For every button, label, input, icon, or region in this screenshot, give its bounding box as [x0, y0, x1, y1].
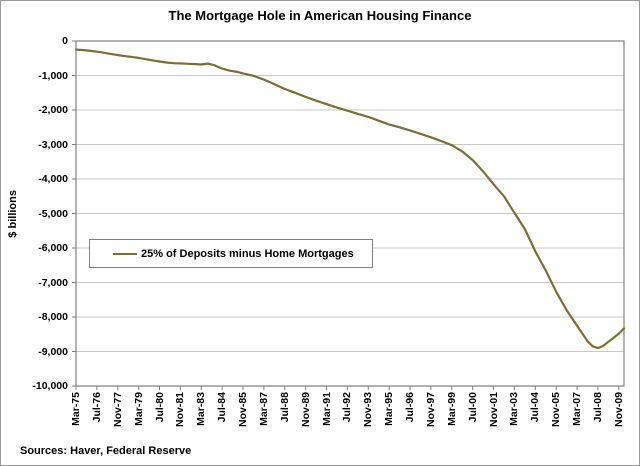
x-tick-label: Jul-04: [529, 392, 542, 423]
x-tick-label: Mar-07: [571, 392, 584, 426]
x-tick-label: Mar-75: [70, 392, 82, 426]
y-tick-label: -10,000: [32, 380, 68, 392]
x-tick-label: Nov-05: [550, 392, 563, 428]
sources-note: Sources: Haver, Federal Reserve: [20, 445, 192, 457]
x-tick-label: Nov-01: [487, 392, 500, 428]
y-tick-label: -7,000: [38, 276, 68, 289]
y-tick-label: -5,000: [38, 207, 68, 220]
y-tick-label: -8,000: [38, 311, 68, 323]
x-tick-label: Nov-81: [174, 392, 187, 428]
x-tick-label: Jul-96: [404, 392, 417, 423]
x-tick-label: Mar-91: [320, 392, 333, 426]
y-tick-label: -6,000: [38, 242, 68, 254]
y-tick-label: -9,000: [38, 345, 68, 358]
x-tick-label: Mar-95: [383, 392, 396, 426]
x-tick-label: Nov-77: [111, 392, 124, 428]
y-tick-label: 0: [62, 35, 68, 47]
legend-label: 25% of Deposits minus Home Mortgages: [141, 247, 354, 260]
chart-title: The Mortgage Hole in American Housing Fi…: [168, 8, 472, 23]
x-tick-label: Nov-97: [424, 392, 437, 428]
x-tick-label: Jul-08: [591, 392, 604, 423]
y-tick-label: -4,000: [38, 173, 68, 185]
x-tick-label: Mar-03: [508, 392, 521, 426]
x-tick-label: Jul-00: [466, 392, 479, 423]
y-tick-label: -3,000: [38, 138, 68, 151]
x-tick-label: Nov-93: [362, 392, 375, 428]
x-tick-label: Nov-09: [612, 392, 625, 428]
x-tick-label: Jul-76: [90, 392, 103, 423]
y-axis-title: $ billions: [7, 189, 19, 238]
x-tick-label: Mar-83: [195, 392, 208, 426]
x-tick-label: Jul-92: [341, 392, 354, 423]
x-tick-label: Mar-79: [132, 392, 145, 426]
x-tick-label: Nov-85: [237, 392, 249, 428]
legend: 25% of Deposits minus Home Mortgages: [89, 239, 373, 268]
plot-border: [75, 40, 625, 387]
x-tick-label: Jul-80: [153, 392, 166, 423]
x-tick-label: Nov-89: [299, 392, 312, 428]
x-tick-label: Jul-88: [278, 392, 291, 423]
x-tick-label: Mar-99: [445, 392, 458, 426]
y-tick-label: -2,000: [38, 104, 68, 116]
data-series-line: [74, 48, 626, 350]
legend-line-swatch: [113, 252, 137, 255]
y-tick-label: -1,000: [38, 69, 68, 82]
x-tick-label: Mar-87: [257, 392, 270, 426]
x-tick-label: Jul-84: [216, 392, 229, 423]
